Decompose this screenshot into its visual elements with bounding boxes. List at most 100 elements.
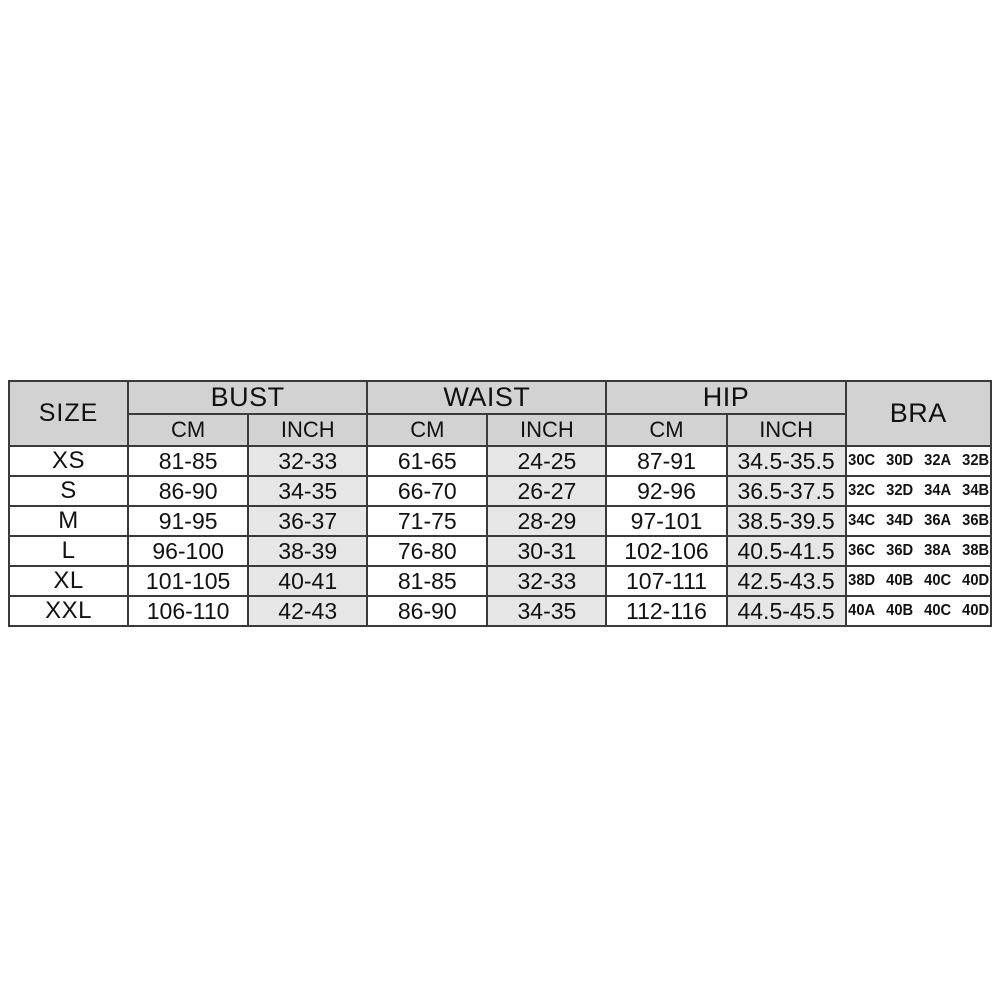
cell-size: L: [7, 535, 130, 567]
cell-size: XXL: [7, 595, 130, 627]
bra-size: 40A: [847, 602, 875, 619]
bra-size: 40B: [885, 572, 913, 589]
cell-hip-inch: 36.5-37.5: [725, 475, 847, 507]
cell-hip-cm: 107-111: [605, 565, 728, 597]
cell-waist-inch: 26-27: [486, 475, 608, 507]
header-size: SIZE: [7, 380, 130, 447]
cell-hip-cm: 112-116: [605, 595, 728, 627]
bra-size-list: 30C 30D 32A 32B: [847, 452, 990, 470]
cell-hip-cm: 87-91: [605, 445, 728, 477]
bra-size: 38A: [923, 542, 951, 559]
bra-size: 36D: [885, 542, 913, 559]
bra-size-list: 34C 34D 36A 36B: [847, 512, 990, 530]
header-waist-inch: INCH: [486, 413, 608, 447]
cell-size: M: [7, 505, 130, 537]
cell-waist-inch: 24-25: [486, 445, 608, 477]
table-row: S 86-90 34-35 66-70 26-27 92-96 36.5-37.…: [7, 475, 993, 507]
header-group-bust: BUST: [127, 380, 369, 415]
cell-bust-inch: 36-37: [247, 505, 369, 537]
cell-waist-cm: 71-75: [366, 505, 489, 537]
cell-bust-cm: 96-100: [127, 535, 250, 567]
cell-hip-inch: 44.5-45.5: [725, 595, 847, 627]
cell-bust-inch: 38-39: [247, 535, 369, 567]
cell-bust-inch: 42-43: [247, 595, 369, 627]
cell-size: S: [7, 475, 130, 507]
header-bust-inch: INCH: [247, 413, 369, 447]
cell-hip-cm: 97-101: [605, 505, 728, 537]
cell-bust-cm: 101-105: [127, 565, 250, 597]
bra-size: 40D: [961, 572, 989, 589]
bra-size: 36B: [961, 512, 989, 529]
table-body: XS 81-85 32-33 61-65 24-25 87-91 34.5-35…: [7, 445, 993, 627]
bra-size: 40D: [961, 602, 989, 619]
cell-hip-cm: 92-96: [605, 475, 728, 507]
cell-waist-cm: 81-85: [366, 565, 489, 597]
header-bust-cm: CM: [127, 413, 250, 447]
cell-hip-inch: 38.5-39.5: [725, 505, 847, 537]
header-bra: BRA: [844, 380, 993, 447]
cell-bust-inch: 34-35: [247, 475, 369, 507]
bra-size: 40C: [923, 572, 951, 589]
table-row: L 96-100 38-39 76-80 30-31 102-106 40.5-…: [7, 535, 993, 567]
cell-bust-cm: 91-95: [127, 505, 250, 537]
bra-size: 32D: [885, 482, 913, 499]
bra-size: 40B: [885, 602, 913, 619]
table-header: SIZE BUST WAIST HIP BRA CM INCH CM INCH …: [7, 380, 993, 447]
bra-size: 40C: [923, 602, 951, 619]
table-row: XL 101-105 40-41 81-85 32-33 107-111 42.…: [7, 565, 993, 597]
cell-bust-cm: 81-85: [127, 445, 250, 477]
cell-bust-inch: 40-41: [247, 565, 369, 597]
header-waist-cm: CM: [366, 413, 489, 447]
bra-size-list: 40A 40B 40C 40D: [847, 602, 990, 620]
cell-waist-cm: 61-65: [366, 445, 489, 477]
bra-size: 34D: [885, 512, 913, 529]
size-chart-table: SIZE BUST WAIST HIP BRA CM INCH CM INCH …: [7, 380, 993, 627]
cell-waist-inch: 28-29: [486, 505, 608, 537]
cell-bra: 32C 32D 34A 34B: [844, 475, 993, 507]
header-group-waist: WAIST: [366, 380, 608, 415]
cell-waist-cm: 86-90: [366, 595, 489, 627]
cell-hip-inch: 40.5-41.5: [725, 535, 847, 567]
cell-bust-cm: 106-110: [127, 595, 250, 627]
cell-bra: 40A 40B 40C 40D: [844, 595, 993, 627]
cell-waist-inch: 34-35: [486, 595, 608, 627]
cell-bra: 38D 40B 40C 40D: [844, 565, 993, 597]
bra-size-list: 36C 36D 38A 38B: [847, 542, 990, 560]
cell-waist-inch: 30-31: [486, 535, 608, 567]
cell-bust-cm: 86-90: [127, 475, 250, 507]
bra-size: 34A: [923, 482, 951, 499]
header-group-row: SIZE BUST WAIST HIP BRA: [7, 380, 993, 447]
bra-size: 36A: [923, 512, 951, 529]
cell-waist-inch: 32-33: [486, 565, 608, 597]
cell-bust-inch: 32-33: [247, 445, 369, 477]
size-chart-container: SIZE BUST WAIST HIP BRA CM INCH CM INCH …: [7, 380, 993, 627]
table-row: M 91-95 36-37 71-75 28-29 97-101 38.5-39…: [7, 505, 993, 537]
cell-size: XS: [7, 445, 130, 477]
table-row: XS 81-85 32-33 61-65 24-25 87-91 34.5-35…: [7, 445, 993, 477]
bra-size: 34B: [961, 482, 989, 499]
bra-size-list: 32C 32D 34A 34B: [847, 482, 990, 500]
cell-hip-cm: 102-106: [605, 535, 728, 567]
bra-size: 38B: [961, 542, 989, 559]
cell-bra: 34C 34D 36A 36B: [844, 505, 993, 537]
cell-bra: 30C 30D 32A 32B: [844, 445, 993, 477]
cell-hip-inch: 42.5-43.5: [725, 565, 847, 597]
header-hip-inch: INCH: [725, 413, 847, 447]
header-sub-row: CM INCH CM INCH CM INCH: [9, 413, 991, 447]
cell-waist-cm: 66-70: [366, 475, 489, 507]
bra-size: 34C: [847, 512, 875, 529]
bra-size: 30C: [847, 452, 875, 469]
cell-waist-cm: 76-80: [366, 535, 489, 567]
bra-size: 30D: [885, 452, 913, 469]
bra-size: 32C: [847, 482, 875, 499]
cell-hip-inch: 34.5-35.5: [725, 445, 847, 477]
bra-size: 38D: [847, 572, 875, 589]
bra-size: 32A: [923, 452, 951, 469]
cell-bra: 36C 36D 38A 38B: [844, 535, 993, 567]
header-hip-cm: CM: [605, 413, 728, 447]
bra-size-list: 38D 40B 40C 40D: [847, 572, 990, 590]
bra-size: 32B: [961, 452, 989, 469]
table-row: XXL 106-110 42-43 86-90 34-35 112-116 44…: [7, 595, 993, 627]
header-group-hip: HIP: [605, 380, 847, 415]
bra-size: 36C: [847, 542, 875, 559]
